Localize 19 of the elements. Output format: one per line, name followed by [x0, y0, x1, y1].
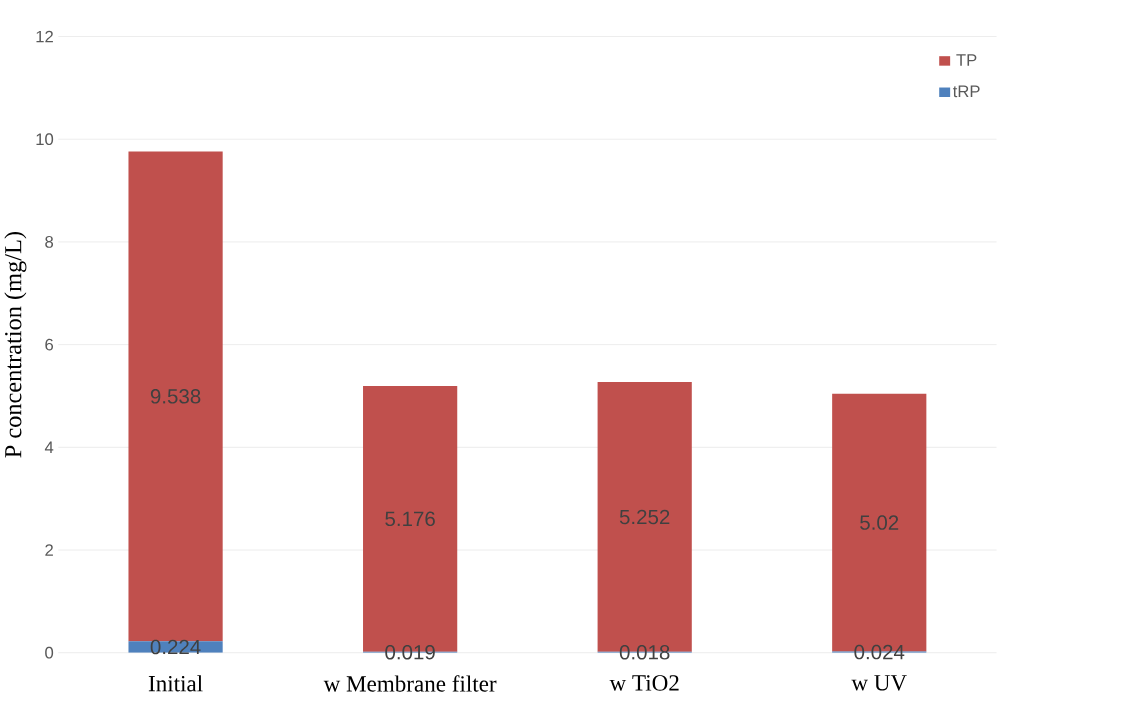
data-label: 5.252 — [619, 509, 670, 525]
data-label: 5.176 — [385, 511, 435, 527]
data-label: 5.02 — [860, 515, 899, 530]
data-label: 0.224 — [150, 639, 201, 655]
x-tick-label: Initial — [148, 675, 203, 692]
y-tick-label: 10 — [36, 133, 54, 146]
y-tick-label: 0 — [45, 646, 54, 659]
x-tick-label: w UV — [851, 675, 907, 691]
y-axis-title: P concentration (mg/L) — [4, 232, 27, 458]
legend-label: tRP — [952, 85, 980, 98]
legend-label: TP — [956, 54, 977, 66]
y-tick-label: 8 — [45, 235, 54, 248]
x-tick-label: w Membrane filter — [323, 675, 497, 692]
y-tick-label: 12 — [36, 30, 53, 43]
y-tick-label: 4 — [44, 441, 54, 454]
y-tick-label: 6 — [45, 338, 54, 351]
data-label: 9.538 — [150, 389, 201, 404]
y-tick-label: 2 — [45, 544, 53, 556]
x-tick-label: w TiO2 — [609, 675, 679, 691]
